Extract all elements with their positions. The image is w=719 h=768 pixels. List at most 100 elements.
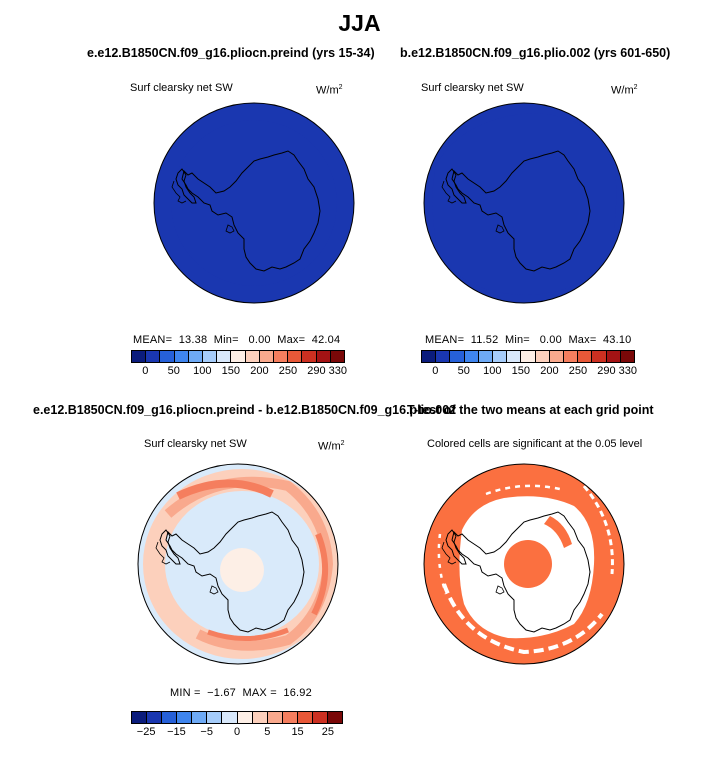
panel2-border bbox=[423, 102, 625, 304]
colorbar-tick-label: 100 bbox=[483, 365, 502, 377]
panel2-stats: MEAN= 11.52 Min= 0.00 Max= 43.10 bbox=[425, 334, 632, 346]
colorbar-tick-label: 100 bbox=[193, 365, 212, 377]
colorbar-swatch bbox=[297, 712, 313, 723]
panel1-ice-shelf bbox=[171, 180, 187, 204]
colorbar-tick-label: 330 bbox=[618, 365, 638, 377]
colorbar-tick-label: 330 bbox=[328, 365, 348, 377]
panel4-peninsula bbox=[445, 529, 467, 565]
colorbar-swatch bbox=[252, 712, 268, 723]
colorbar-swatch bbox=[132, 712, 148, 723]
colorbar-swatch bbox=[217, 351, 232, 362]
colorbar-swatch bbox=[146, 351, 161, 362]
panel3-field bbox=[138, 464, 338, 664]
panel3-coastline bbox=[165, 511, 305, 633]
colorbar-swatch bbox=[464, 351, 479, 362]
panel2-inner-region bbox=[432, 113, 617, 295]
colorbar-tick-label: −15 bbox=[167, 726, 186, 738]
colorbar-swatch bbox=[207, 712, 223, 723]
panel4-coastline bbox=[451, 511, 591, 633]
panel1-border bbox=[153, 102, 355, 304]
panel3-interior-patch bbox=[220, 548, 264, 592]
colorbar-tick-label: 5 bbox=[264, 726, 271, 738]
panel1-field bbox=[154, 103, 354, 303]
panel4-interior-significant bbox=[504, 540, 552, 588]
panel1-peninsula bbox=[175, 168, 197, 204]
panel3-ice-shelf bbox=[155, 541, 171, 565]
panel2-colorbar bbox=[421, 350, 635, 363]
colorbar-tick-label: 0 bbox=[142, 365, 149, 377]
panel2-subtitle: Surf clearsky net SW bbox=[421, 82, 524, 94]
panel3-band-core-e bbox=[311, 532, 329, 616]
colorbar-swatch bbox=[231, 351, 246, 362]
colorbar-tick-label: 200 bbox=[250, 365, 269, 377]
colorbar-swatch bbox=[132, 351, 147, 362]
panel2-coastline bbox=[451, 150, 591, 272]
colorbar-swatch bbox=[578, 351, 593, 362]
panel4-field bbox=[424, 464, 624, 664]
colorbar-tick-label: 200 bbox=[540, 365, 559, 377]
panel4-island bbox=[495, 585, 505, 595]
colorbar-swatch bbox=[328, 712, 343, 723]
colorbar-tick-label: 0 bbox=[432, 365, 439, 377]
panel1-subtitle: Surf clearsky net SW bbox=[130, 82, 233, 94]
colorbar-tick-label: 290 bbox=[307, 365, 326, 377]
colorbar-swatch bbox=[174, 351, 189, 362]
colorbar-swatch bbox=[188, 351, 204, 362]
panel1-units: W/m2 bbox=[316, 84, 343, 97]
colorbar-swatch bbox=[302, 351, 317, 362]
colorbar-swatch bbox=[203, 351, 218, 362]
panel4-map bbox=[423, 463, 625, 665]
colorbar-swatch bbox=[564, 351, 579, 362]
panel2-field bbox=[424, 103, 624, 303]
panel3-peninsula bbox=[159, 529, 181, 565]
colorbar-swatch bbox=[267, 712, 283, 723]
colorbar-swatch bbox=[282, 712, 298, 723]
colorbar-swatch bbox=[592, 351, 607, 362]
colorbar-swatch bbox=[288, 351, 303, 362]
panel2-ice-shelf bbox=[441, 180, 457, 204]
colorbar-swatch bbox=[507, 351, 522, 362]
panel4-nonsignificant-arc-s bbox=[442, 583, 604, 655]
colorbar-tick-label: −25 bbox=[136, 726, 156, 738]
panel1-map bbox=[153, 102, 355, 304]
colorbar-swatch bbox=[478, 351, 494, 362]
colorbar-swatch bbox=[535, 351, 550, 362]
colorbar-tick-label: 50 bbox=[167, 365, 180, 377]
panel2-peninsula bbox=[445, 168, 467, 204]
panel4-nonsignificant-arc-ne bbox=[582, 485, 614, 575]
colorbar-tick-label: 25 bbox=[321, 726, 334, 738]
colorbar-swatch bbox=[259, 351, 275, 362]
panel3-island bbox=[209, 585, 219, 595]
panel3-border bbox=[137, 463, 339, 665]
main-title: JJA bbox=[338, 10, 381, 36]
colorbar-swatch bbox=[237, 712, 253, 723]
colorbar-swatch bbox=[422, 351, 437, 362]
panel1-inner-region bbox=[171, 120, 337, 286]
colorbar-swatch bbox=[521, 351, 536, 362]
colorbar-swatch bbox=[147, 712, 163, 723]
panel2-island bbox=[495, 224, 505, 234]
panel4-nonsignificant-arc-w bbox=[437, 533, 448, 595]
panel4-title: T-test of the two means at each grid poi… bbox=[407, 403, 654, 417]
panel4-nonsignificant-arc-n bbox=[485, 484, 565, 496]
colorbar-swatch bbox=[312, 712, 329, 723]
colorbar-tick-label: 150 bbox=[511, 365, 531, 377]
panel4-coastal-significant bbox=[544, 516, 572, 548]
panel1-title: e.e12.B1850CN.f09_g16.pliocn.preind (yrs… bbox=[87, 46, 375, 60]
panel4-ice-shelf bbox=[441, 541, 457, 565]
colorbar-swatch bbox=[620, 351, 635, 362]
panel1-colorbar bbox=[131, 350, 345, 363]
colorbar-tick-label: 290 bbox=[597, 365, 616, 377]
colorbar-swatch bbox=[162, 712, 178, 723]
colorbar-swatch bbox=[450, 351, 465, 362]
colorbar-swatch bbox=[549, 351, 565, 362]
panel2-title: b.e12.B1850CN.f09_g16.plio.002 (yrs 601-… bbox=[400, 46, 671, 60]
panel1-stats: MEAN= 13.38 Min= 0.00 Max= 42.04 bbox=[133, 334, 341, 346]
panel2-map bbox=[423, 102, 625, 304]
colorbar-tick-label: 0 bbox=[233, 726, 241, 738]
panel3-map bbox=[137, 463, 339, 665]
panel2-units: W/m2 bbox=[611, 84, 638, 97]
panel1-island bbox=[225, 224, 235, 234]
colorbar-swatch bbox=[316, 351, 331, 362]
